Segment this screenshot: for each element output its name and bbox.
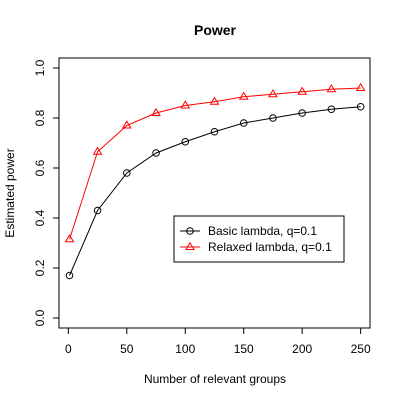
data-point: [93, 206, 102, 215]
x-axis-label: Number of relevant groups: [144, 372, 286, 386]
y-tick-label: 0.2: [33, 259, 47, 276]
data-point: [65, 271, 74, 280]
data-point: [180, 100, 191, 109]
data-point: [238, 91, 249, 100]
data-point: [269, 114, 277, 122]
data-point: [181, 137, 190, 146]
legend: Basic lambda, q=0.1 Relaxed lambda, q=0.1: [173, 215, 345, 263]
x-tick-label: 200: [292, 342, 312, 356]
data-point: [152, 149, 160, 157]
x-axis: 0 50 100 150 200 250: [65, 328, 371, 356]
data-point: [64, 234, 75, 243]
plot-frame: [58, 57, 371, 329]
legend-box: [173, 215, 345, 263]
y-tick-label: 1.0: [33, 59, 47, 76]
legend-label: Relaxed lambda, q=0.1: [208, 240, 332, 254]
series-2: [64, 82, 366, 243]
data-point: [239, 119, 248, 127]
data-point: [297, 86, 308, 95]
chart-title: Power: [194, 22, 237, 38]
data-point: [268, 89, 278, 98]
legend-marker: [185, 241, 195, 251]
y-tick-label: 0.6: [33, 159, 47, 176]
data-point: [298, 109, 306, 117]
y-tick-label: 0.8: [33, 109, 47, 126]
data-point: [326, 84, 337, 93]
x-tick-label: 50: [120, 342, 134, 356]
data-point: [210, 127, 219, 136]
y-tick-label: 0.4: [33, 209, 47, 226]
x-tick-label: 150: [234, 342, 254, 356]
legend-label: Basic lambda, q=0.1: [208, 224, 317, 238]
data-point: [123, 169, 131, 177]
x-tick-label: 0: [65, 342, 72, 356]
x-tick-label: 100: [175, 342, 195, 356]
legend-marker: [186, 227, 194, 235]
series-line: [69, 106, 361, 276]
series-line: [69, 87, 361, 240]
y-tick-label: 0.0: [33, 309, 47, 326]
data-point: [327, 105, 336, 114]
x-tick-label: 250: [351, 342, 371, 356]
data-point: [151, 107, 161, 117]
data-point: [92, 146, 103, 155]
y-axis-label: Estimated power: [3, 148, 17, 237]
y-axis: 0.0 0.2 0.4 0.6 0.8 1.0: [33, 59, 59, 326]
data-point: [356, 102, 365, 111]
data-point: [355, 82, 366, 92]
series-1: [65, 102, 365, 280]
series-layer: [64, 82, 366, 280]
data-point: [209, 96, 220, 105]
data-point: [121, 120, 132, 129]
